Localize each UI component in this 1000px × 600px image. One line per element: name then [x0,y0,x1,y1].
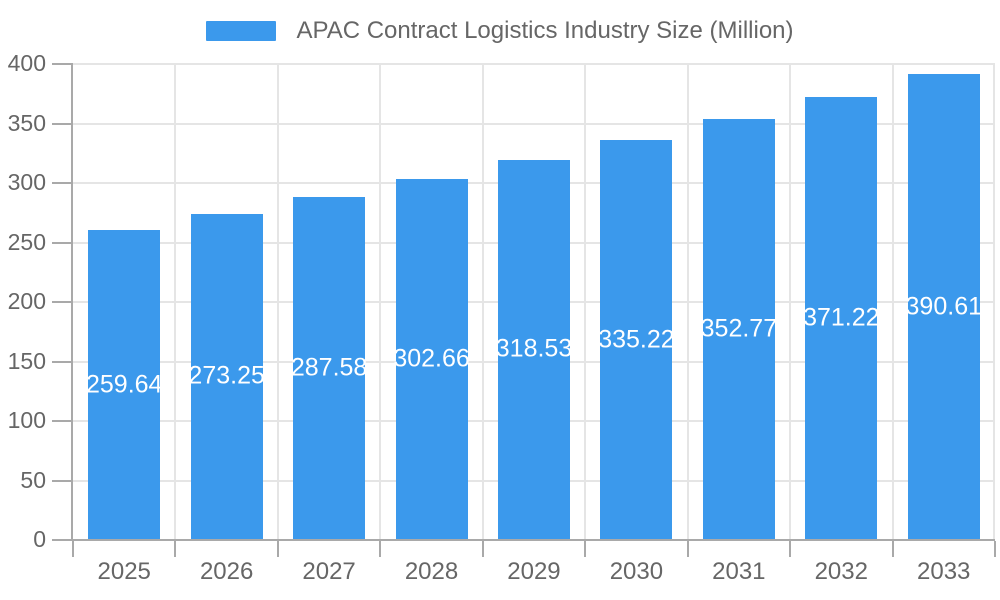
bar-2025[interactable]: 259.64 [85,230,163,539]
legend[interactable]: APAC Contract Logistics Industry Size (M… [0,16,1000,46]
y-axis-tick-label-400: 400 [7,49,46,76]
y-tick-mark-200 [52,301,71,303]
x-tick-mark-2 [277,541,279,557]
bar-2029[interactable]: 318.53 [495,159,573,539]
x-axis-tick-label-2027: 2027 [302,558,356,585]
bar-2030[interactable]: 335.22 [598,140,675,539]
x-axis-tick-label-2026: 2026 [199,558,254,585]
y-tick-mark-250 [52,241,71,244]
bar-value-label-2025: 259.64 [85,370,163,399]
y-tick-mark-300 [52,182,71,184]
x-tick-mark-8 [892,541,894,557]
y-tick-mark-350 [52,122,71,125]
x-axis-tick-label-2029: 2029 [507,558,561,585]
x-axis-tick-label-2033: 2033 [917,558,971,585]
bar-2026[interactable]: 273.25 [188,213,265,539]
x-tick-mark-1 [174,541,176,557]
bar-2028[interactable]: 302.66 [393,178,470,539]
v-gridline-3 [379,63,381,539]
y-axis-tick-label-50: 50 [20,466,46,493]
y-axis-tick-label-200: 200 [7,287,46,314]
y-axis-labels: 0 50 100 150 200 250 300 350 400 [0,0,46,600]
v-gridline-4 [482,63,484,539]
y-tick-mark-100 [52,420,71,422]
x-axis-tick-label-2025: 2025 [97,558,151,585]
legend-swatch-icon [206,21,277,41]
x-tick-mark-7 [789,541,791,557]
x-tick-mark-3 [379,541,381,557]
h-gridline-400 [73,63,995,65]
bar-value-label-2029: 318.53 [495,334,573,363]
y-tick-mark-50 [52,479,71,482]
legend-label: APAC Contract Logistics Industry Size (M… [296,17,794,44]
h-gridline-350 [73,122,995,125]
v-gridline-2 [277,63,279,539]
v-gridline-6 [687,63,689,539]
bar-2031[interactable]: 352.77 [700,119,778,539]
y-tick-mark-400 [52,63,71,65]
bar-2033[interactable]: 390.61 [905,74,982,539]
v-gridline-8 [892,63,894,539]
y-axis-tick-label-150: 150 [7,347,46,374]
plot-area: 259.64 273.25 287.58 302.66 318.53 335.22 352.… [71,63,995,541]
x-axis-tick-label-2028: 2028 [404,558,459,585]
x-axis-tick-label-2031: 2031 [712,558,766,585]
x-axis-tick-label-2032: 2032 [814,558,868,585]
v-gridline-7 [789,63,791,539]
y-axis-tick-label-300: 300 [7,168,46,195]
y-tick-mark-150 [52,360,71,363]
bar-value-label-2027: 287.58 [290,353,368,382]
bar-value-label-2026: 273.25 [188,361,265,390]
y-axis-tick-label-100: 100 [7,406,46,433]
plot-inner: 259.64 273.25 287.58 302.66 318.53 335.22 352.… [73,63,995,539]
bar-value-label-2028: 302.66 [393,344,470,373]
y-axis-tick-label-350: 350 [7,109,46,136]
bar-2027[interactable]: 287.58 [290,196,368,539]
v-gridline-9 [993,63,995,539]
x-tick-mark-6 [687,541,689,557]
x-tick-mark-0 [72,541,74,557]
v-gridline-1 [174,63,176,539]
x-tick-mark-5 [584,541,586,557]
bar-2032[interactable]: 371.22 [803,97,880,539]
y-axis-tick-label-250: 250 [7,228,46,255]
bar-value-label-2033: 390.61 [905,292,982,321]
x-tick-mark-9 [994,541,996,557]
v-gridline-5 [584,63,586,539]
bar-value-label-2032: 371.22 [803,303,880,332]
x-tick-mark-4 [482,541,484,557]
y-tick-mark-0 [52,539,71,541]
bar-value-label-2030: 335.22 [598,325,675,354]
bar-value-label-2031: 352.77 [700,314,778,343]
x-axis-tick-label-2030: 2030 [609,558,664,585]
x-axis-labels: 2025 2026 2027 2028 2029 2030 2031 2032 2033 [73,558,995,586]
y-axis-tick-label-0: 0 [33,525,46,552]
